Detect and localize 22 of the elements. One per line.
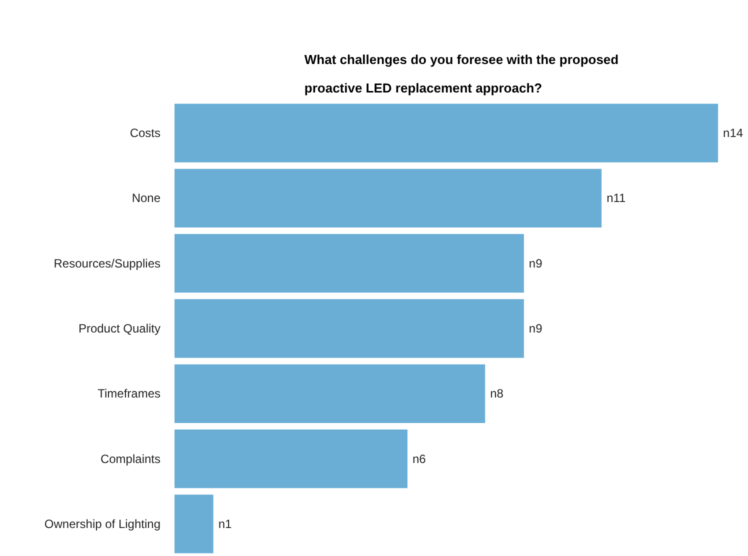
y-tick-label: Product Quality [78, 322, 161, 336]
data-label: n14 [723, 126, 744, 140]
y-tick-label: Complaints [100, 452, 161, 466]
y-tick-label: Ownership of Lighting [44, 516, 161, 531]
data-label: n9 [528, 256, 543, 270]
bar [174, 364, 486, 423]
bar [174, 234, 524, 293]
data-label: n11 [606, 191, 626, 206]
data-label: n6 [412, 452, 426, 466]
bar [174, 168, 602, 228]
y-tick-label: Costs [130, 126, 161, 140]
chart-title: What challenges do you foresee with the proposed proactive LED replacement approach? [304, 52, 619, 96]
bar [174, 429, 408, 488]
bar [174, 104, 718, 162]
data-label: n9 [528, 322, 543, 336]
y-tick-label: Timeframes [98, 386, 161, 401]
bar [174, 299, 524, 358]
data-label: n8 [490, 386, 504, 401]
bar [174, 494, 214, 554]
y-tick-label: Resources/Supplies [54, 256, 161, 270]
y-tick-label: None [132, 191, 161, 206]
data-label: n1 [218, 516, 232, 531]
